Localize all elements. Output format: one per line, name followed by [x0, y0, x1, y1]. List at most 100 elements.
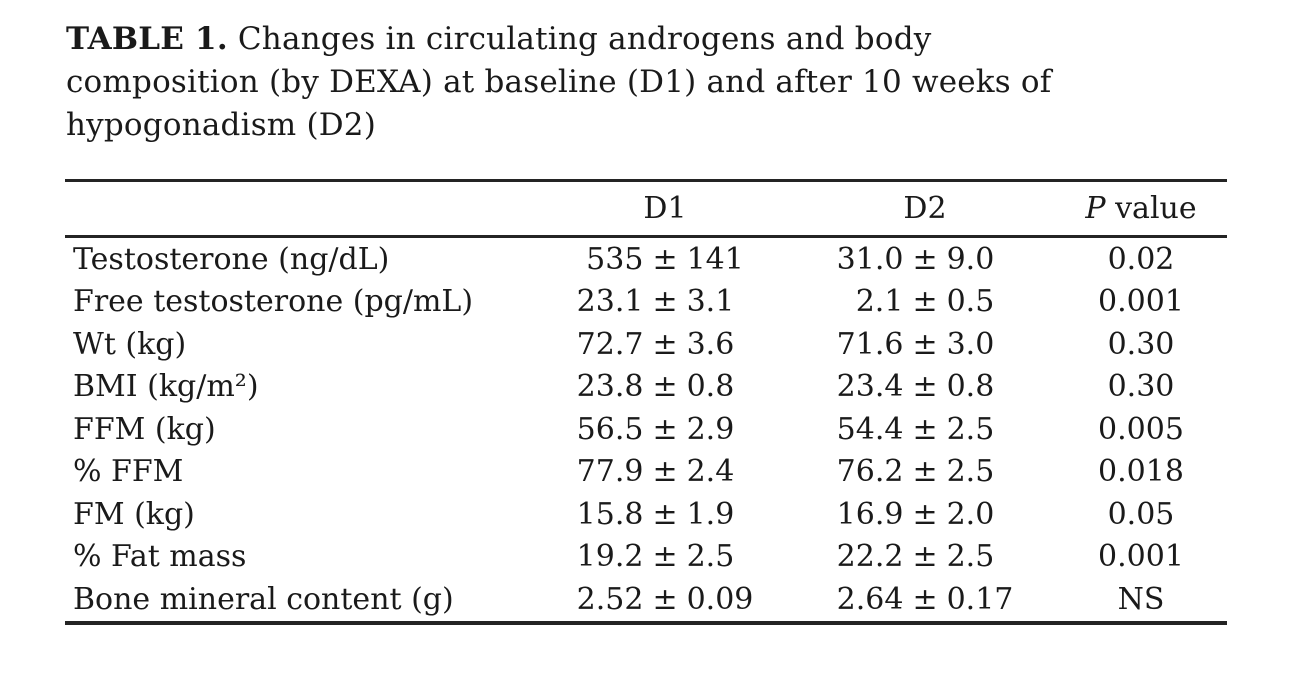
table-row: % Fat mass 19.2 ±2.5 22.2 ±2.5 0.001 [65, 536, 1227, 579]
table-row: FFM (kg) 56.5 ±2.9 54.4 ±2.5 0.005 [65, 408, 1227, 451]
d2-mean: 16.9 [836, 496, 904, 532]
d1-mean: 23.1 [576, 284, 644, 320]
d2-value: 76.2 ±2.5 [795, 454, 1055, 489]
p-value: 0.05 [1107, 496, 1175, 532]
data-table: D1 D2 P value Testosterone (ng/dL) 535 ±1… [65, 179, 1227, 625]
plus-minus-sign: ± [652, 496, 678, 532]
d1-mean: 19.2 [576, 539, 644, 575]
plus-minus-sign: ± [912, 411, 938, 447]
row-label: BMI (kg/m²) [73, 369, 259, 405]
d2-sd: 0.8 [946, 369, 995, 405]
row-label: % FFM [73, 454, 184, 490]
d2-mean: 2.1 [855, 284, 904, 320]
d2-mean: 31.0 [836, 241, 904, 277]
d1-sd: 1.9 [686, 496, 735, 532]
d2-mean: 2.64 [836, 581, 904, 617]
column-header-pvalue: P value [1055, 191, 1227, 226]
d2-value: 23.4 ±0.8 [795, 369, 1055, 404]
bottom-rule [65, 620, 1227, 625]
d2-sd: 3.0 [946, 326, 995, 362]
d1-value: 535 ±141 [535, 242, 795, 277]
caption-line-1: TABLE 1. Changes in circulating androgen… [66, 18, 1206, 61]
d1-sd: 3.6 [686, 326, 735, 362]
p-symbol: P [1085, 191, 1106, 226]
d2-mean: 23.4 [836, 369, 904, 405]
d2-sd: 0.5 [946, 284, 995, 320]
d1-sd: 2.4 [686, 454, 735, 490]
d2-value: 71.6 ±3.0 [795, 327, 1055, 362]
d1-mean: 2.52 [576, 581, 644, 617]
plus-minus-sign: ± [912, 581, 938, 617]
d2-sd: 2.5 [946, 454, 995, 490]
table-body: Testosterone (ng/dL) 535 ±141 31.0 ±9.0 0.… [65, 238, 1227, 621]
d2-value: 2.1 ±0.5 [795, 284, 1055, 319]
row-label: FFM (kg) [73, 411, 216, 447]
caption-table-number: TABLE 1. [66, 21, 228, 57]
p-value: 0.001 [1098, 284, 1184, 320]
d2-mean: 71.6 [836, 326, 904, 362]
d2-value: 31.0 ±9.0 [795, 242, 1055, 277]
plus-minus-sign: ± [652, 241, 678, 277]
d1-value: 56.5 ±2.9 [535, 412, 795, 447]
plus-minus-sign: ± [912, 284, 938, 320]
d2-sd: 9.0 [946, 241, 995, 277]
table-row: Testosterone (ng/dL) 535 ±141 31.0 ±9.0 0.… [65, 238, 1227, 281]
table-caption: TABLE 1. Changes in circulating androgen… [66, 18, 1206, 147]
d1-sd: 141 [686, 241, 744, 277]
plus-minus-sign: ± [652, 326, 678, 362]
table-row: Free testosterone (pg/mL) 23.1 ±3.1 2.1 ±0… [65, 281, 1227, 324]
d1-mean: 15.8 [576, 496, 644, 532]
d1-mean: 535 [586, 241, 644, 277]
header-rule [65, 235, 1227, 238]
d2-value: 16.9 ±2.0 [795, 497, 1055, 532]
table-row: % FFM 77.9 ±2.4 76.2 ±2.5 0.018 [65, 451, 1227, 494]
p-value: 0.018 [1098, 454, 1184, 490]
caption-line-2: composition (by DEXA) at baseline (D1) a… [66, 64, 1052, 100]
row-label: Bone mineral content (g) [73, 581, 454, 617]
d1-mean: 23.8 [576, 369, 644, 405]
d1-value: 77.9 ±2.4 [535, 454, 795, 489]
plus-minus-sign: ± [912, 539, 938, 575]
plus-minus-sign: ± [652, 581, 678, 617]
row-label: Wt (kg) [73, 326, 187, 362]
table-header-row: D1 D2 P value [65, 182, 1227, 235]
row-label: Free testosterone (pg/mL) [73, 284, 474, 320]
d1-value: 15.8 ±1.9 [535, 497, 795, 532]
d2-sd: 2.5 [946, 411, 995, 447]
d2-value: 22.2 ±2.5 [795, 539, 1055, 574]
p-value: NS [1117, 581, 1165, 617]
row-label: FM (kg) [73, 496, 195, 532]
table-row: FM (kg) 15.8 ±1.9 16.9 ±2.0 0.05 [65, 493, 1227, 536]
plus-minus-sign: ± [652, 369, 678, 405]
plus-minus-sign: ± [912, 454, 938, 490]
table-row: Wt (kg) 72.7 ±3.6 71.6 ±3.0 0.30 [65, 323, 1227, 366]
d1-sd: 2.9 [686, 411, 735, 447]
table-row: BMI (kg/m²) 23.8 ±0.8 23.4 ±0.8 0.30 [65, 366, 1227, 409]
p-value: 0.005 [1098, 411, 1184, 447]
table-row: Bone mineral content (g) 2.52 ±0.09 2.64 ±… [65, 578, 1227, 621]
caption-line-3: hypogonadism (D2) [66, 107, 377, 143]
d1-mean: 77.9 [576, 454, 644, 490]
p-value: 0.30 [1107, 369, 1175, 405]
p-value: 0.02 [1107, 241, 1175, 277]
d2-mean: 22.2 [836, 539, 904, 575]
d2-sd: 2.5 [946, 539, 995, 575]
d2-mean: 54.4 [836, 411, 904, 447]
d1-value: 72.7 ±3.6 [535, 327, 795, 362]
d1-value: 19.2 ±2.5 [535, 539, 795, 574]
d2-sd: 2.0 [946, 496, 995, 532]
plus-minus-sign: ± [912, 326, 938, 362]
plus-minus-sign: ± [652, 284, 678, 320]
d1-sd: 2.5 [686, 539, 735, 575]
d2-value: 2.64 ±0.17 [795, 582, 1055, 617]
p-value: 0.30 [1107, 326, 1175, 362]
p-value: 0.001 [1098, 539, 1184, 575]
plus-minus-sign: ± [912, 241, 938, 277]
row-label: Testosterone (ng/dL) [73, 241, 390, 277]
d2-mean: 76.2 [836, 454, 904, 490]
plus-minus-sign: ± [652, 454, 678, 490]
caption-text-1: Changes in circulating androgens and bod… [237, 21, 932, 57]
plus-minus-sign: ± [912, 496, 938, 532]
d1-mean: 72.7 [576, 326, 644, 362]
